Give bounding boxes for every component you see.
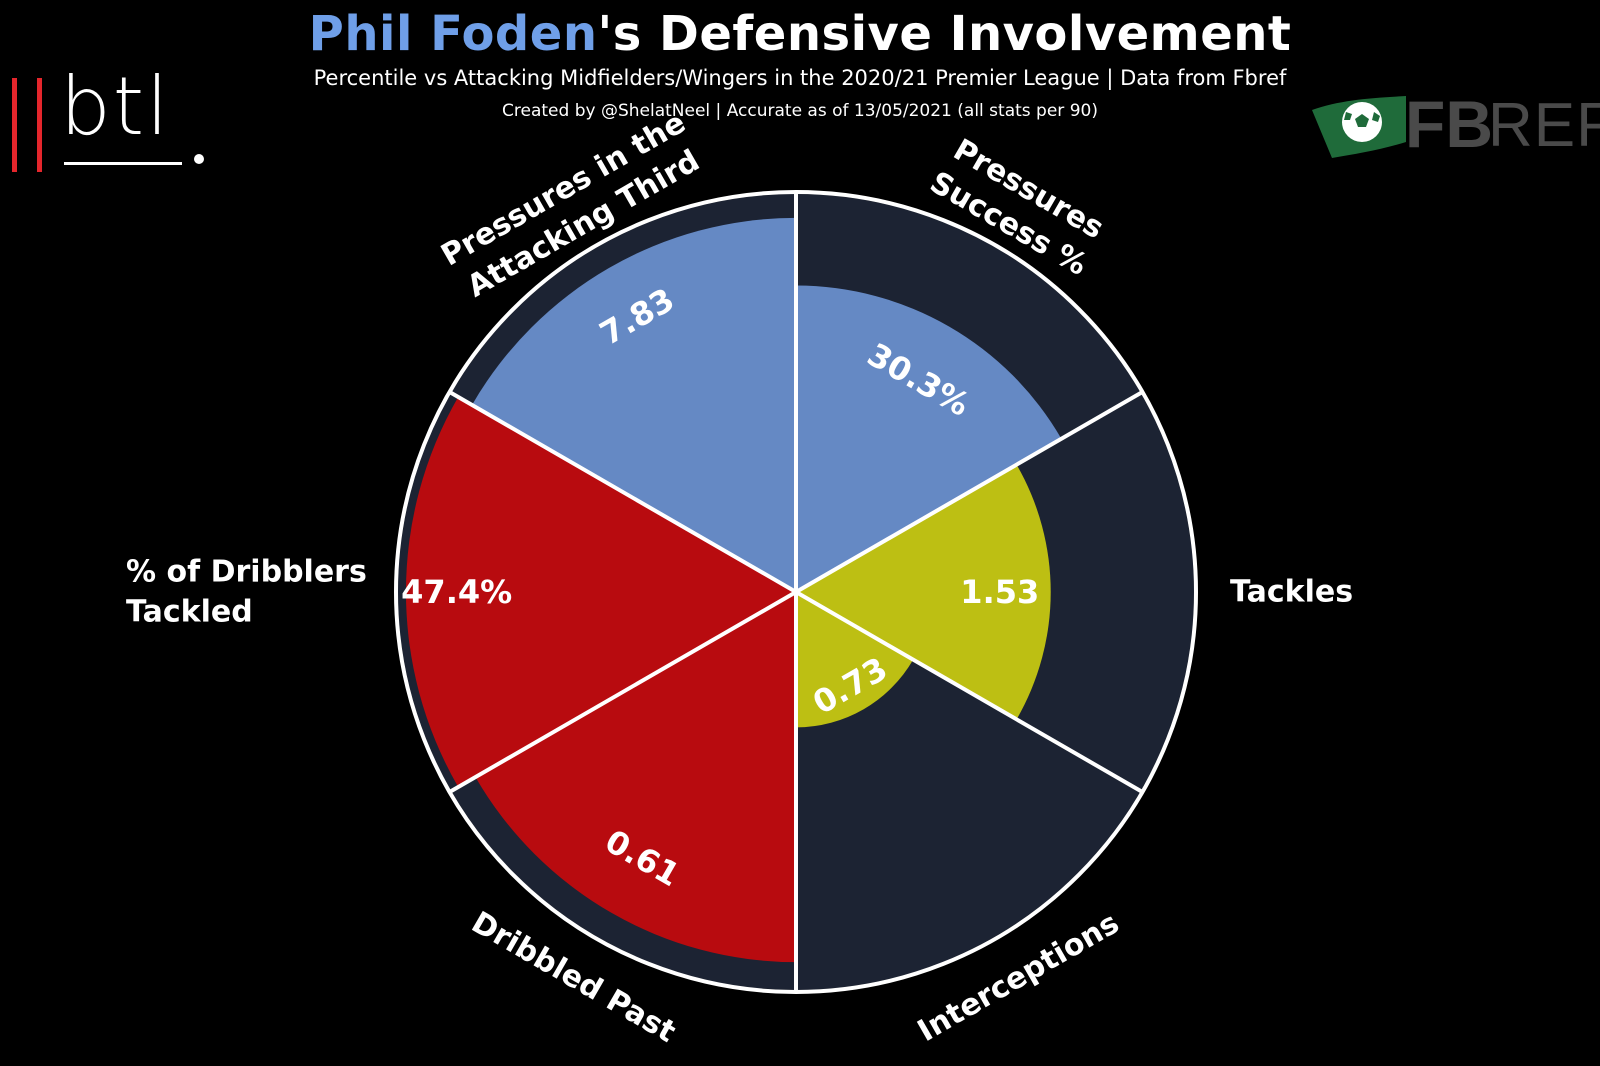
fbref-logo-ref: REF (1488, 91, 1600, 160)
slice-divider (448, 590, 798, 794)
slice-bar (796, 285, 1062, 592)
category-label-line: % of Dribblers (126, 555, 367, 590)
slice-divider (448, 390, 798, 594)
category-label: Tackles (1230, 575, 1353, 610)
btl-logo-underline (64, 162, 182, 165)
value-label: 47.4% (401, 573, 512, 611)
slice-divider (794, 590, 1144, 794)
slice-divider (794, 390, 1144, 594)
category-label-line: Tackles (1230, 575, 1353, 610)
fbref-flag-icon (1312, 96, 1406, 158)
btl-logo-text: btl (60, 60, 171, 153)
slice-bar (475, 592, 796, 963)
category-label: % of Dribblers Tackled (126, 555, 367, 630)
chart-credit: Created by @ShelatNeel | Accurate as of … (502, 101, 1098, 121)
outer-ring (394, 190, 1198, 994)
slice-bar (472, 217, 796, 592)
btl-logo-bar-2 (37, 78, 42, 172)
chart-title: Phil Foden's Defensive Involvement (0, 6, 1600, 62)
slice-bar (796, 592, 914, 728)
value-label: 1.53 (960, 573, 1039, 611)
btl-logo: btl (12, 60, 212, 176)
fbref-logo-fb: FB (1405, 87, 1493, 161)
btl-logo-dot (194, 154, 204, 164)
slice-bar (405, 396, 796, 788)
slice-bar (796, 464, 1051, 720)
btl-logo-bar-1 (12, 78, 17, 172)
fbref-logo: FB REF (1310, 87, 1600, 172)
chart-subtitle: Percentile vs Attacking Midfielders/Wing… (313, 66, 1287, 90)
title-rest: 's Defensive Involvement (597, 6, 1292, 62)
player-name: Phil Foden (308, 6, 598, 62)
category-label-line: Tackled (126, 595, 253, 630)
